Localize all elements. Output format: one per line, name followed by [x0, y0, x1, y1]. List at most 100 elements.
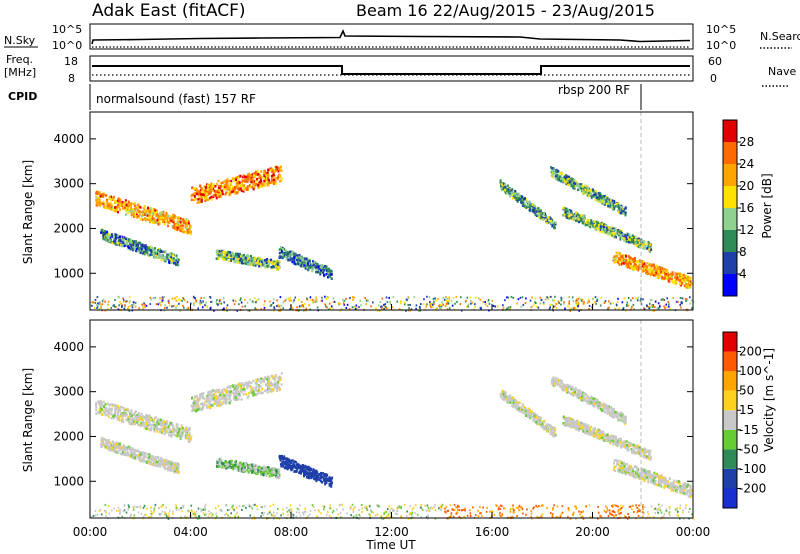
scatter-cell	[115, 233, 118, 237]
scatter-cell	[149, 218, 152, 222]
scatter-cell	[509, 194, 512, 197]
scatter-cell	[671, 279, 673, 283]
scatter-cell	[255, 393, 258, 396]
scatter-cell	[552, 171, 555, 174]
scatter-cell	[276, 389, 278, 392]
scatter-cell	[431, 303, 434, 306]
scatter-cell	[661, 271, 664, 275]
scatter-cell	[141, 303, 143, 306]
scatter-cell	[618, 263, 621, 266]
scatter-cell	[292, 301, 295, 304]
scatter-cell	[598, 197, 601, 200]
scatter-cell	[302, 306, 305, 309]
scatter-cell	[271, 167, 274, 171]
scatter-cell	[509, 192, 512, 196]
scatter-cell	[531, 203, 534, 206]
scatter-cell	[220, 397, 223, 401]
scatter-cell	[198, 200, 201, 204]
scatter-cell	[568, 302, 570, 305]
scatter-cell	[163, 422, 165, 426]
scatter-cell	[647, 268, 650, 271]
scatter-cell	[142, 422, 145, 425]
scatter-cell	[258, 180, 261, 184]
scatter-cell	[206, 192, 209, 195]
scatter-cell	[285, 298, 288, 301]
scatter-cell	[232, 397, 235, 401]
scatter-cell	[225, 191, 228, 194]
nave-tick-top: 60	[708, 55, 722, 68]
scatter-cell	[123, 236, 126, 239]
scatter-cell	[652, 304, 654, 306]
scatter-cell	[152, 297, 155, 300]
scatter-cell	[577, 302, 580, 305]
scatter-cell	[445, 302, 448, 305]
scatter-cell	[272, 173, 275, 176]
scatter-cell	[685, 286, 688, 289]
scatter-cell	[172, 305, 175, 307]
scatter-cell	[325, 273, 328, 276]
scatter-cell	[166, 466, 169, 470]
scatter-cell	[142, 218, 145, 221]
scatter-cell	[610, 232, 613, 235]
scatter-cell	[560, 297, 563, 300]
scatter-cell	[474, 306, 476, 308]
scatter-cell	[623, 239, 626, 242]
scatter-cell	[141, 418, 144, 421]
scatter-cell	[263, 308, 265, 311]
scatter-cell	[649, 302, 651, 305]
scatter-cell	[145, 414, 147, 417]
scatter-cell	[121, 306, 123, 309]
scatter-cell	[193, 408, 196, 412]
colorbar-tick-label: 8	[739, 245, 747, 259]
scatter-cell	[110, 403, 113, 406]
scatter-cell	[235, 178, 237, 181]
scatter-cell	[234, 396, 237, 399]
scatter-cell	[163, 223, 166, 226]
scatter-cell	[359, 299, 362, 302]
scatter-cell	[237, 257, 240, 261]
scatter-cell	[623, 254, 626, 257]
scatter-cell	[126, 416, 129, 419]
scatter-cell	[648, 272, 651, 275]
scatter-cell	[284, 249, 287, 252]
scatter-cell	[588, 305, 591, 307]
scatter-cell	[519, 198, 522, 201]
scatter-cell	[110, 198, 113, 201]
scatter-cell	[230, 182, 233, 185]
scatter-cell	[259, 381, 262, 384]
scatter-cell	[233, 393, 236, 396]
scatter-cell	[169, 215, 172, 218]
scatter-cell	[622, 307, 625, 310]
scatter-cell	[657, 269, 660, 273]
colorbar-segment	[723, 274, 737, 296]
scatter-cell	[568, 209, 571, 212]
scatter-cell	[204, 186, 207, 189]
scatter-cell	[111, 235, 114, 238]
scatter-cell	[448, 297, 451, 300]
scatter-cell	[646, 244, 649, 247]
scatter-cell	[98, 199, 101, 202]
scatter-cell	[653, 274, 656, 277]
scatter-cell	[626, 263, 629, 266]
scatter-cell	[452, 297, 455, 299]
scatter-cell	[327, 273, 330, 277]
scatter-cell	[240, 398, 243, 401]
scatter-cell	[339, 302, 341, 305]
scatter-cell	[296, 306, 298, 309]
scatter-cell	[270, 389, 272, 392]
scatter-cell	[244, 383, 247, 386]
colorbar-segment	[723, 142, 737, 164]
cpid-label: CPID	[8, 90, 37, 103]
scatter-cell	[168, 221, 171, 224]
scatter-cell	[370, 305, 372, 308]
scatter-cell	[184, 430, 187, 433]
scatter-cell	[217, 303, 219, 306]
velocity-scatter-layer	[90, 372, 695, 520]
scatter-cell	[193, 194, 196, 198]
scatter-cell	[594, 198, 597, 202]
scatter-cell	[167, 425, 170, 429]
scatter-cell	[256, 258, 259, 261]
scatter-cell	[564, 207, 567, 210]
scatter-cell	[629, 241, 632, 244]
